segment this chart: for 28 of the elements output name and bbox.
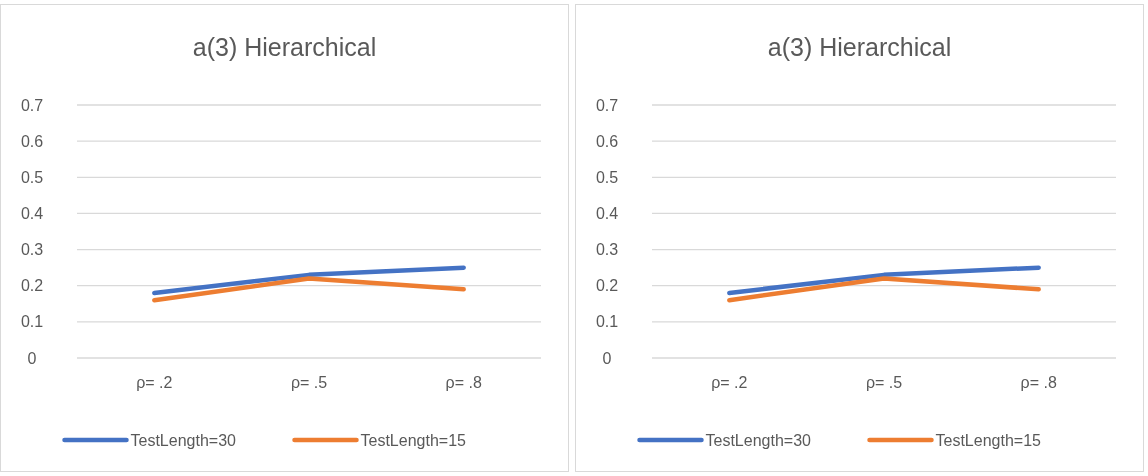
y-tick-label: 0.7 bbox=[595, 96, 619, 114]
y-tick-label: 0.5 bbox=[20, 168, 44, 186]
y-tick-label: 0 bbox=[27, 349, 37, 367]
x-tick-label: ρ= .8 bbox=[445, 374, 482, 391]
legend-label: TestLength=15 bbox=[360, 431, 467, 449]
legend-label: TestLength=30 bbox=[705, 431, 812, 449]
y-tick-label: 0.7 bbox=[20, 96, 44, 114]
y-tick-label: 0.1 bbox=[20, 313, 44, 331]
chart-title: a(3) Hierarchical bbox=[767, 33, 952, 61]
x-tick-label: ρ= .5 bbox=[865, 374, 903, 391]
chart-title: a(3) Hierarchical bbox=[192, 33, 377, 61]
y-tick-label: 0.3 bbox=[20, 241, 44, 259]
y-tick-label: 0.6 bbox=[20, 132, 44, 150]
y-tick-label: 0.4 bbox=[595, 205, 619, 223]
x-tick-label: ρ= .8 bbox=[1020, 374, 1057, 391]
y-tick-label: 0.3 bbox=[595, 241, 619, 259]
legend-label: TestLength=15 bbox=[935, 431, 1042, 449]
y-tick-label: 0 bbox=[602, 349, 612, 367]
y-tick-label: 0.4 bbox=[20, 205, 44, 223]
y-tick-label: 0.2 bbox=[20, 277, 44, 295]
legend-label: TestLength=30 bbox=[130, 431, 237, 449]
x-tick-label: ρ= .2 bbox=[711, 374, 748, 391]
y-tick-label: 0.5 bbox=[595, 168, 619, 186]
x-tick-label: ρ= .5 bbox=[290, 374, 328, 391]
x-tick-label: ρ= .2 bbox=[136, 374, 173, 391]
y-tick-label: 0.2 bbox=[595, 277, 619, 295]
y-tick-label: 0.1 bbox=[595, 313, 619, 331]
y-tick-label: 0.6 bbox=[595, 132, 619, 150]
